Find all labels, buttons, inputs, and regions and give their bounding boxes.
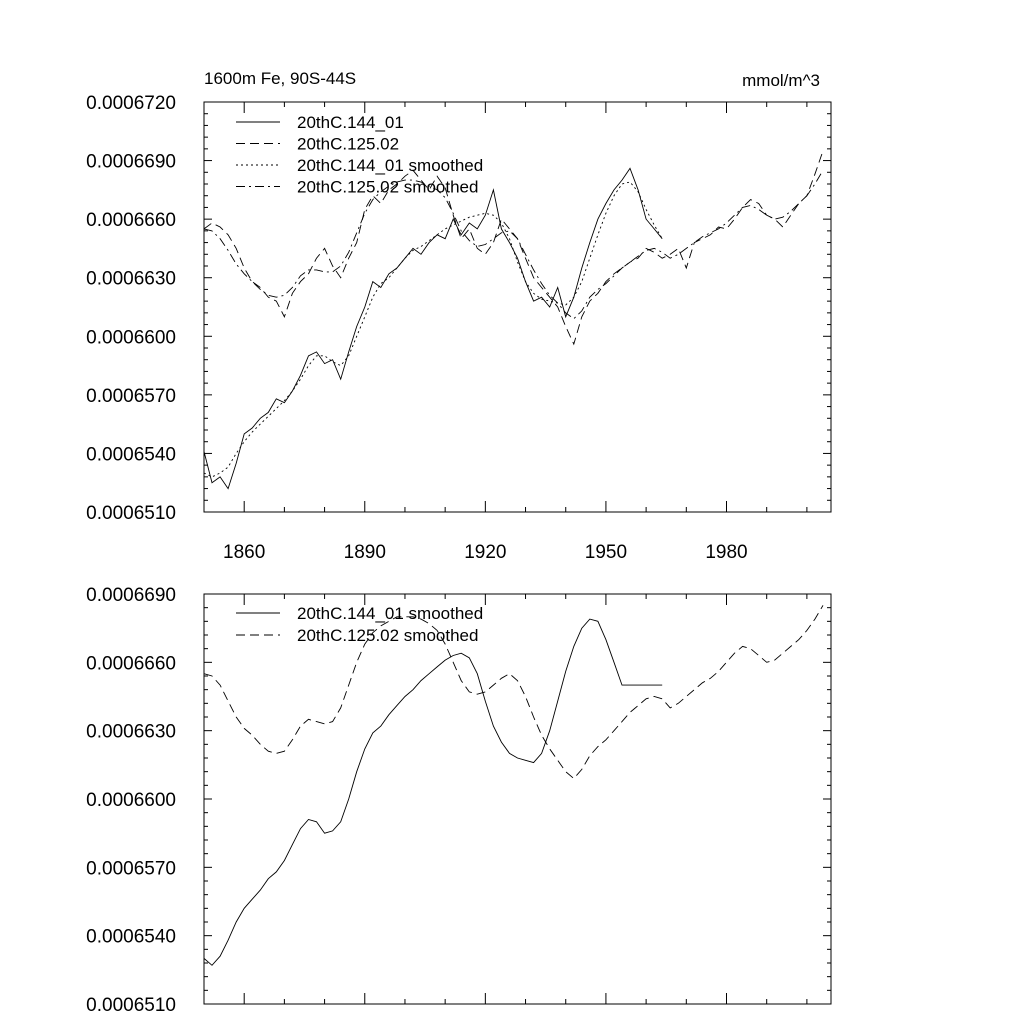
series-line-2 (203, 181, 663, 478)
legend-label-2: 20thC.144_01 smoothed (297, 156, 483, 175)
y-tick-label: 0.0006630 (86, 269, 176, 290)
series-line-0 (203, 618, 663, 966)
bottom-panel: 0.0006510 0.0006540 0.0006570 0.0006600 0.00… (86, 585, 832, 1016)
y-tick-label: 0.0006510 (86, 503, 176, 524)
top-panel: 1600m Fe, 90S-44S mmol/m^3 0.00065100.00… (86, 69, 832, 563)
x-tick-label: 1890 (344, 542, 386, 563)
bottom-y-tick-labels: 0.0006510 0.0006540 0.0006570 0.0006600 0.00… (86, 585, 176, 1016)
y-tick-label: 0.0006540 (86, 927, 176, 948)
y-tick-label: 0.0006660 (86, 210, 176, 231)
series-line-1 (203, 150, 824, 346)
x-tick-label: 1860 (223, 542, 265, 563)
series-line-0 (203, 167, 663, 490)
top-plot-frame (203, 101, 832, 513)
legend-label-0: 20thC.144_01 smoothed (297, 604, 483, 623)
y-tick-label: 0.0006690 (86, 152, 176, 173)
y-tick-label: 0.0006570 (86, 386, 176, 407)
legend-label-1: 20thC.125.02 smoothed (297, 626, 478, 645)
x-tick-label: 1950 (585, 542, 627, 563)
y-tick-label: 0.0006510 (86, 995, 176, 1016)
x-tick-label: 1920 (464, 542, 506, 563)
series-line-3 (203, 170, 824, 320)
legend-label-0: 20thC.144_01 (297, 113, 404, 132)
bottom-plot-frame (203, 593, 832, 1005)
series-line-1 (203, 605, 824, 780)
top-title-left: 1600m Fe, 90S-44S (204, 69, 356, 88)
top-tick-marks (203, 101, 831, 513)
bottom-legend: 20thC.144_01 smoothed 20thC.125.02 smooth… (236, 604, 483, 645)
bottom-tick-marks (203, 593, 831, 1005)
y-tick-label: 0.0006540 (86, 444, 176, 465)
y-tick-label: 0.0006600 (86, 790, 176, 811)
y-tick-label: 0.0006690 (86, 585, 176, 606)
bottom-series-lines (203, 605, 824, 966)
x-tick-label: 1980 (705, 542, 747, 563)
y-tick-label: 0.0006600 (86, 327, 176, 348)
top-y-tick-labels: 0.0006510 0.0006540 0.0006570 0.0006600 0.00… (86, 93, 176, 524)
top-title-right: mmol/m^3 (742, 71, 820, 90)
top-series-lines (203, 150, 824, 490)
top-legend: 20thC.144_01 20thC.125.02 20thC.144_01 smo… (236, 113, 483, 197)
y-tick-label: 0.0006630 (86, 722, 176, 743)
y-tick-label: 0.0006660 (86, 653, 176, 674)
y-tick-label: 0.0006720 (86, 93, 176, 114)
y-tick-label: 0.0006570 (86, 858, 176, 879)
legend-label-1: 20thC.125.02 (297, 135, 399, 154)
top-x-tick-labels: 1860 1890 1920 1950 1980 (223, 542, 748, 563)
legend-label-3: 20thC.125.02 smoothed (297, 178, 478, 197)
